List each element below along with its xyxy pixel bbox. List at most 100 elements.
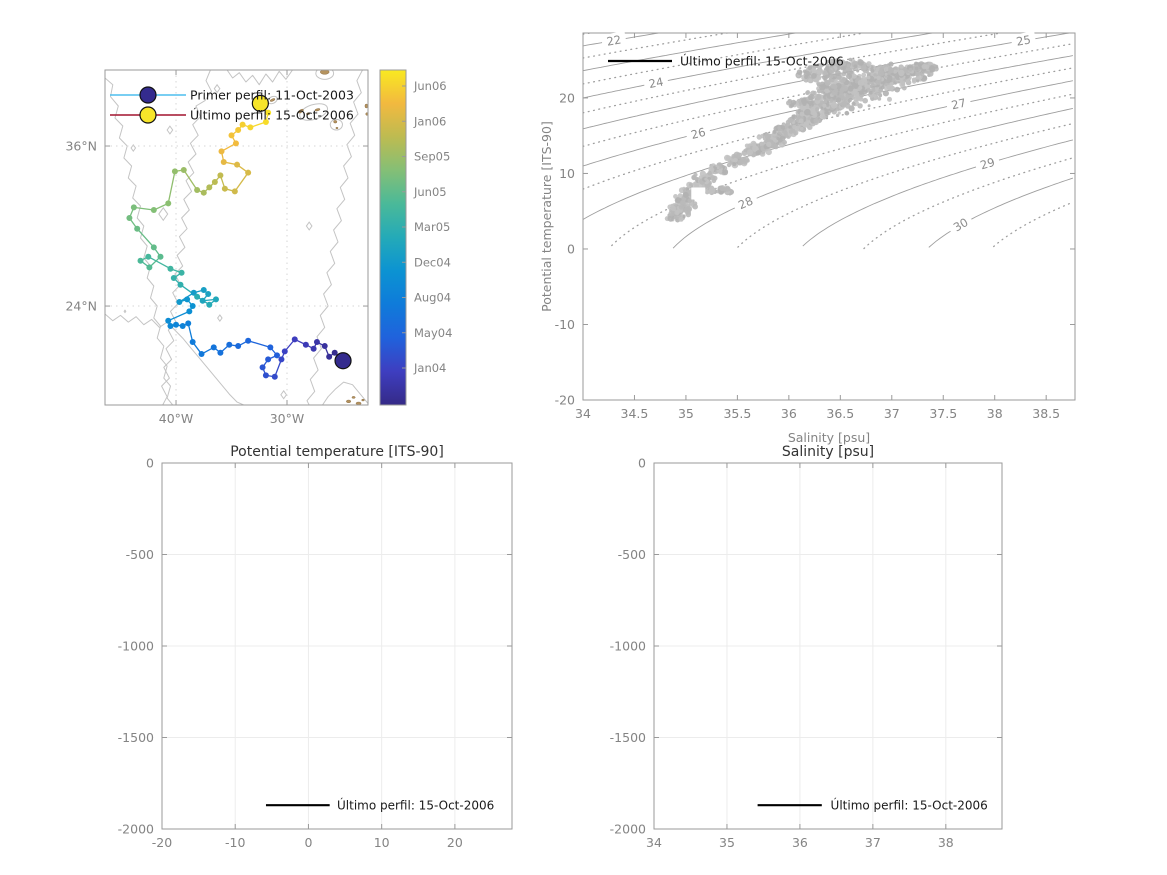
ts-scatter-point xyxy=(857,103,863,109)
x-tick-label: 37.5 xyxy=(929,406,957,421)
ts-scatter-point xyxy=(807,117,811,121)
trajectory-point xyxy=(259,364,266,371)
ts-scatter-point xyxy=(884,72,888,76)
trajectory-point xyxy=(167,265,174,272)
ts-scatter-point xyxy=(837,111,841,115)
trajectory-point xyxy=(206,301,213,308)
trajectory-point xyxy=(126,215,133,222)
trajectory-point xyxy=(228,132,235,139)
y-tick-label: -1000 xyxy=(118,639,154,654)
trajectory-point xyxy=(267,344,274,351)
trajectory-point xyxy=(262,372,269,379)
contour-label: 22 xyxy=(605,32,622,48)
ts-scatter-point xyxy=(828,78,832,82)
trajectory-point xyxy=(313,339,320,346)
island xyxy=(270,98,276,102)
legend-label: Último perfil: 15-Oct-2006 xyxy=(190,108,354,123)
ts-diagram: 34 34.5 35 35.5 36 36.5 37 37.5 38 38.5 -20 -10 0 10 2… xyxy=(539,31,1076,445)
ts-scatter-point xyxy=(766,136,771,140)
trajectory-point xyxy=(211,179,218,186)
density-contour xyxy=(583,80,1073,220)
ts-scatter-point xyxy=(887,96,892,102)
ts-scatter-point xyxy=(790,99,797,106)
trajectory-point xyxy=(247,124,254,131)
ts-scatter-point xyxy=(687,198,693,204)
island xyxy=(298,109,304,114)
trajectory-point xyxy=(221,185,228,192)
ts-scatter-point xyxy=(772,129,777,134)
ts-scatter-point xyxy=(822,103,827,108)
island xyxy=(364,103,368,109)
x-tick-label: 38 xyxy=(987,406,1003,421)
ts-scatter-point xyxy=(799,126,804,131)
ts-scatter-point xyxy=(899,64,904,69)
trajectory-point xyxy=(173,321,180,328)
trajectory-point xyxy=(130,204,137,211)
ts-scatter-point xyxy=(733,157,738,163)
ts-scatter-point xyxy=(816,81,821,86)
legend-marker xyxy=(139,106,157,124)
colorbar-label: Jun05 xyxy=(413,185,447,199)
island xyxy=(346,399,352,403)
theta_profile-plot: -20 -10 0 10 20 0 -500 -1000 -1500 -2000 Potential… xyxy=(118,444,513,850)
ts-scatter-point xyxy=(829,62,834,66)
ts-scatter-point xyxy=(710,175,716,181)
bathymetry-contour xyxy=(161,70,212,405)
ts-scatter-point xyxy=(781,130,787,137)
density-contour xyxy=(863,157,1074,250)
y-tick-label: -10 xyxy=(555,317,575,332)
ts-scatter-point xyxy=(708,187,716,194)
density-contour xyxy=(611,93,1074,247)
contour-label-box xyxy=(973,153,1002,175)
y-tick-label: 24°N xyxy=(65,299,97,314)
trajectory-segment xyxy=(133,206,154,211)
seamount-contour xyxy=(123,309,127,314)
ts-scatter-point xyxy=(714,166,718,170)
ts-scatter-point xyxy=(819,100,824,104)
ts-scatter-point xyxy=(807,125,812,130)
trajectory-point xyxy=(278,356,285,363)
trajectory-point xyxy=(198,351,205,358)
ts-scatter-point xyxy=(746,149,754,156)
trajectory-point xyxy=(217,172,224,179)
y-tick-label: 10 xyxy=(559,166,575,181)
x-tick-label: 34.5 xyxy=(621,406,649,421)
ts-scatter-point xyxy=(820,114,826,120)
ts-scatter-point xyxy=(677,193,683,199)
ts-scatter-point xyxy=(807,78,813,83)
ts-scatter-point xyxy=(832,84,838,90)
x-tick-label: 35 xyxy=(678,406,694,421)
ts-scatter-point xyxy=(773,144,779,150)
trajectory-point xyxy=(189,303,196,310)
ts_diagram-axes-box xyxy=(582,32,1076,401)
trajectory-point xyxy=(210,344,217,351)
island xyxy=(335,126,339,130)
ts-scatter-point xyxy=(844,110,850,116)
seamount-contour xyxy=(158,206,169,222)
trajectory-point xyxy=(146,264,153,271)
x-tick-label: 38 xyxy=(938,835,954,850)
ts-scatter-point xyxy=(803,70,810,77)
ts-scatter-point xyxy=(830,102,838,109)
ts-scatter-point xyxy=(818,102,822,107)
theta_profile-legend: Último perfil: 15-Oct-2006 xyxy=(265,798,494,813)
trajectory-point xyxy=(265,109,272,116)
ts-scatter-point xyxy=(776,136,780,140)
x-tick-label: 34 xyxy=(646,835,662,850)
ts-scatter-point xyxy=(894,86,901,93)
x-tick-label: 10 xyxy=(374,835,390,850)
ts-scatter-point xyxy=(888,67,894,74)
ts-scatter-point xyxy=(824,111,830,116)
contour-label-box xyxy=(946,212,975,238)
ts-scatter-point xyxy=(667,215,674,222)
ts-scatter-point xyxy=(705,189,710,194)
trajectory-point xyxy=(265,356,272,363)
ts-scatter-point xyxy=(840,66,845,71)
ts-scatter-point xyxy=(777,126,781,130)
ts-scatter-point xyxy=(898,69,905,77)
ts-scatter-point xyxy=(836,65,841,71)
ts-scatter-point xyxy=(724,185,731,192)
trajectory-point xyxy=(271,373,278,380)
ts-scatter-point xyxy=(886,75,893,82)
